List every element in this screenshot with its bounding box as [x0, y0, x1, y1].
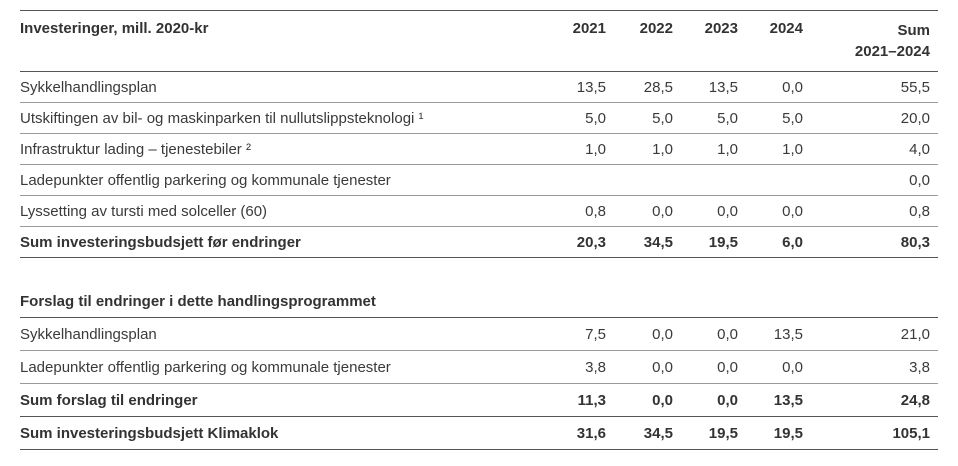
- col-header-2024: 2024: [769, 20, 803, 37]
- value-sum: 4,0: [909, 140, 930, 158]
- table-title: Investeringer, mill. 2020-kr: [20, 20, 209, 37]
- value-sum: 20,0: [900, 109, 930, 127]
- value-2024: 0,0: [782, 78, 803, 96]
- value-2023: 0,0: [717, 358, 738, 376]
- value-2023: 19,5: [708, 233, 738, 251]
- row-label: Ladepunkter offentlig parkering og kommu…: [20, 171, 391, 189]
- row-label: Lyssetting av tursti med solceller (60): [20, 202, 268, 220]
- table-row-sum-forslag: Sum forslag til endringer 11,3 0,0 0,0 1…: [20, 384, 938, 417]
- value-2022: 34,5: [643, 233, 673, 251]
- value-2024: 0,0: [782, 202, 803, 220]
- value-sum: 0,0: [909, 171, 930, 189]
- value-2022: 28,5: [643, 78, 673, 96]
- col-header-2023: 2023: [704, 20, 738, 37]
- row-label: Infrastruktur lading – tjenestebiler ²: [20, 140, 251, 158]
- table-row-sykkelhandlingsplan-endring: Sykkelhandlingsplan 7,5 0,0 0,0 13,5 21,…: [20, 318, 938, 351]
- row-label: Ladepunkter offentlig parkering og kommu…: [20, 358, 391, 376]
- value-sum: 3,8: [909, 358, 930, 376]
- row-label: Sykkelhandlingsplan: [20, 78, 157, 96]
- table-header-row: Investeringer, mill. 2020-kr 2021 2022 2…: [20, 11, 938, 72]
- value-sum: 21,0: [900, 325, 930, 343]
- value-2023: 0,0: [717, 325, 738, 343]
- value-2024: 1,0: [782, 140, 803, 158]
- row-label: Utskiftingen av bil- og maskinparken til…: [20, 109, 424, 127]
- row-label: Sum investeringsbudsjett Klimaklok: [20, 424, 279, 442]
- value-2024: 6,0: [782, 233, 803, 251]
- value-2022: 0,0: [652, 358, 673, 376]
- value-2023: 13,5: [708, 78, 738, 96]
- table-row-ladepunkter-endring: Ladepunkter offentlig parkering og kommu…: [20, 351, 938, 384]
- value-2022: 0,0: [652, 325, 673, 343]
- value-sum: 80,3: [900, 233, 930, 251]
- value-2021: 1,0: [585, 140, 606, 158]
- row-label: Sykkelhandlingsplan: [20, 325, 157, 343]
- value-sum: 24,8: [900, 391, 930, 409]
- value-2023: 19,5: [708, 424, 738, 442]
- table-row-sykkelhandlingsplan: Sykkelhandlingsplan 13,5 28,5 13,5 0,0 5…: [20, 72, 938, 103]
- table-row-sum-before-changes: Sum investeringsbudsjett før endringer 2…: [20, 227, 938, 258]
- table-row-utskiftingen: Utskiftingen av bil- og maskinparken til…: [20, 103, 938, 134]
- value-2024: 13,5: [773, 325, 803, 343]
- col-header-2022: 2022: [639, 20, 673, 37]
- value-2021: 11,3: [577, 391, 606, 409]
- value-2021: 20,3: [576, 233, 606, 251]
- row-label: Sum investeringsbudsjett før endringer: [20, 233, 301, 251]
- value-sum: 0,8: [909, 202, 930, 220]
- value-2021: 0,8: [585, 202, 606, 220]
- value-2021: 7,5: [585, 325, 606, 343]
- value-2023: 0,0: [717, 202, 738, 220]
- section-header-row: Forslag til endringer i dette handlingsp…: [20, 285, 938, 318]
- value-2024: 19,5: [773, 424, 803, 442]
- value-2023: 1,0: [717, 140, 738, 158]
- table-row-sum-klimaklok: Sum investeringsbudsjett Klimaklok 31,6 …: [20, 417, 938, 450]
- value-2021: 3,8: [585, 358, 606, 376]
- budget-table: Investeringer, mill. 2020-kr 2021 2022 2…: [20, 10, 938, 450]
- value-2022: 34,5: [643, 424, 673, 442]
- value-2021: 13,5: [576, 78, 606, 96]
- value-2022: 1,0: [652, 140, 673, 158]
- value-2022: 0,0: [652, 202, 673, 220]
- col-header-sum-line1: Sum: [897, 22, 930, 39]
- value-sum: 105,1: [892, 424, 930, 442]
- col-header-sum: Sum 2021–2024: [803, 20, 938, 62]
- table-row-ladepunkter: Ladepunkter offentlig parkering og kommu…: [20, 165, 938, 196]
- value-2022: 0,0: [652, 391, 673, 409]
- col-header-sum-line2: 2021–2024: [854, 43, 930, 60]
- investment-table-before-changes: Investeringer, mill. 2020-kr 2021 2022 2…: [20, 10, 938, 258]
- value-sum: 55,5: [900, 78, 930, 96]
- value-2024: 13,5: [773, 391, 803, 409]
- table-row-lyssetting: Lyssetting av tursti med solceller (60) …: [20, 196, 938, 227]
- value-2024: 0,0: [782, 358, 803, 376]
- proposed-changes-table: Forslag til endringer i dette handlingsp…: [20, 285, 938, 450]
- value-2021: 5,0: [585, 109, 606, 127]
- row-label: Sum forslag til endringer: [20, 391, 198, 409]
- value-2024: 5,0: [782, 109, 803, 127]
- value-2021: 31,6: [576, 424, 606, 442]
- value-2023: 0,0: [717, 391, 738, 409]
- section-title: Forslag til endringer i dette handlingsp…: [20, 292, 376, 310]
- value-2022: 5,0: [652, 109, 673, 127]
- table-row-infrastruktur-lading: Infrastruktur lading – tjenestebiler ² 1…: [20, 134, 938, 165]
- col-header-2021: 2021: [572, 20, 606, 37]
- value-2023: 5,0: [717, 109, 738, 127]
